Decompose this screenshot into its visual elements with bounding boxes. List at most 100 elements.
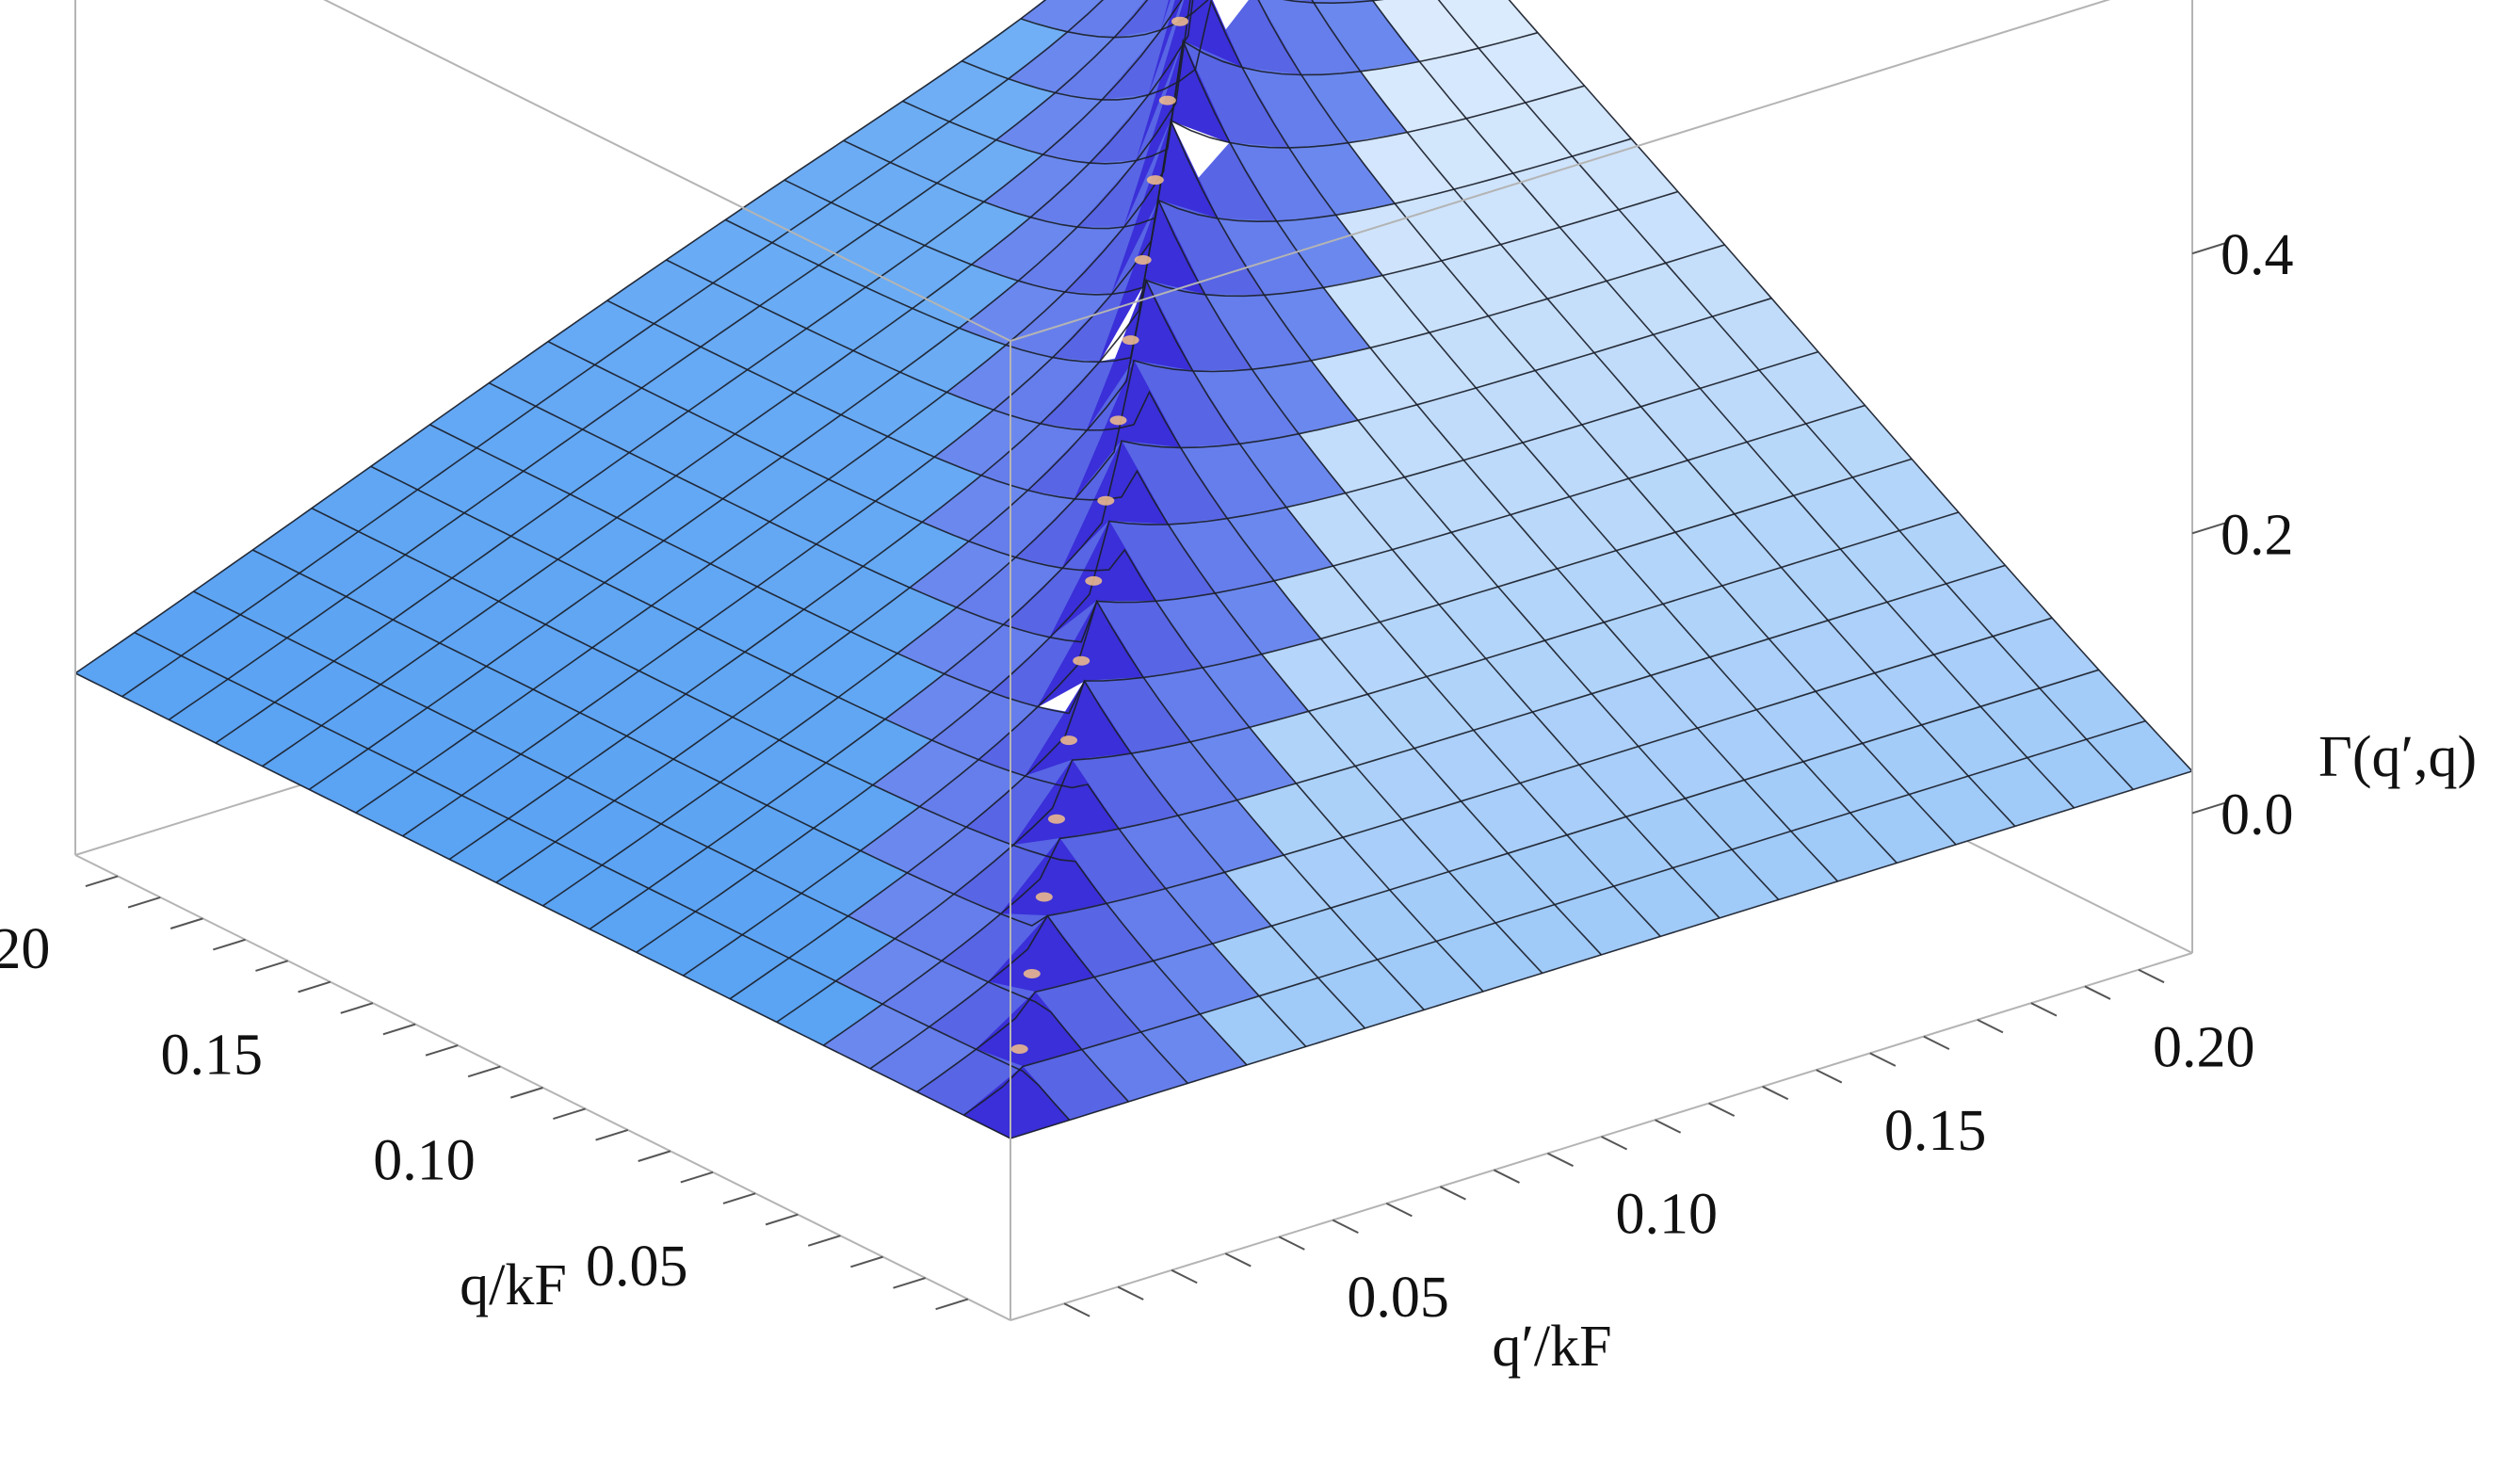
y-minor-tick <box>935 1298 969 1311</box>
y-minor-tick <box>85 875 119 888</box>
ridge-spike <box>1122 335 1139 346</box>
mesh-line-x <box>1371 0 2076 809</box>
mesh-line-x <box>1311 0 2016 827</box>
box-edge <box>1010 0 2111 342</box>
x-minor-tick <box>1816 1069 1843 1084</box>
axis-ticks: 0.05 0.10 0.15 0.20 0.05 0.10 0.15 0.20 0.0 0.2 0.… <box>0 223 2294 1330</box>
mesh-line-x <box>902 38 1839 882</box>
ridge-spike <box>1023 969 1041 978</box>
mesh-line-y <box>262 0 1194 767</box>
ridge-spike <box>1060 735 1077 746</box>
box-edge <box>323 0 1011 342</box>
mesh-line-y <box>355 31 1539 814</box>
y-axis-title: q/kF <box>460 1253 567 1317</box>
mesh-line-y <box>215 0 1183 744</box>
ridge-spike <box>1109 415 1127 426</box>
ridge-spikes <box>1010 16 1188 1054</box>
mesh-line-y <box>402 85 1585 837</box>
x-minor-tick <box>1332 1219 1359 1235</box>
x-minor-tick <box>1708 1102 1736 1117</box>
x-minor-tick <box>1923 1035 1950 1051</box>
z-tick-label: 0.2 <box>2221 503 2294 567</box>
x-minor-tick <box>2138 968 2165 984</box>
ridge-spike <box>1085 575 1103 586</box>
mesh-line-y <box>542 244 1725 907</box>
x-minor-tick <box>1385 1203 1413 1218</box>
x-minor-tick <box>1171 1268 1198 1284</box>
z-tick-label: 0.4 <box>2221 223 2294 287</box>
y-minor-tick <box>595 1128 629 1141</box>
y-tick-label: 0.05 <box>586 1235 688 1299</box>
x-tick-label: 0.05 <box>1347 1266 1449 1330</box>
y-minor-tick <box>509 1087 543 1099</box>
z-tick <box>2191 801 2225 815</box>
axis-labels: q′/kF q/kF Γ(q′,q) <box>460 725 2477 1379</box>
x-minor-tick <box>2084 985 2111 1000</box>
z-tick <box>2191 242 2225 255</box>
mesh-line-x <box>1508 0 2193 772</box>
y-minor-tick <box>807 1235 841 1247</box>
mesh-line-x <box>666 259 1603 956</box>
y-tick-label: 0.10 <box>373 1129 476 1193</box>
z-axis-title: Γ(q′,q) <box>2318 725 2477 789</box>
x-tick-label: 0.10 <box>1616 1183 1719 1247</box>
y-minor-tick <box>425 1044 459 1057</box>
mesh-line-x <box>843 118 1780 900</box>
y-minor-tick <box>765 1213 799 1226</box>
x-minor-tick <box>1063 1302 1090 1317</box>
x-minor-tick <box>1439 1186 1466 1201</box>
z-tick-label: 0.0 <box>2221 783 2294 847</box>
x-tick-label: 0.20 <box>2153 1015 2255 1079</box>
ridge-spike <box>1010 1044 1028 1054</box>
mesh-line-x <box>961 0 1898 864</box>
y-minor-tick <box>722 1192 756 1204</box>
ridge-spike <box>1146 175 1164 186</box>
y-tick-label: 0.20 <box>0 917 50 981</box>
x-minor-tick <box>1117 1285 1144 1300</box>
x-minor-tick <box>2030 1002 2058 1017</box>
y-minor-tick <box>467 1065 501 1078</box>
mesh-line-y <box>448 137 1632 861</box>
mesh-line-x <box>724 218 1661 937</box>
ridge-spike <box>1048 814 1065 824</box>
x-minor-tick <box>1278 1236 1305 1251</box>
ridge-spike <box>1134 255 1152 265</box>
y-minor-tick <box>298 980 331 993</box>
y-minor-tick <box>255 960 288 972</box>
ridge-spike <box>1158 95 1176 105</box>
y-minor-tick <box>127 896 161 909</box>
y-minor-tick <box>382 1023 416 1036</box>
ridge-spike <box>1073 655 1090 666</box>
surface <box>74 0 2193 1139</box>
x-minor-tick <box>1547 1152 1574 1168</box>
y-minor-tick <box>850 1255 883 1268</box>
y-minor-tick <box>638 1150 671 1162</box>
y-minor-tick <box>213 938 246 951</box>
y-minor-tick <box>893 1277 927 1289</box>
x-tick-label: 0.15 <box>1884 1099 1987 1163</box>
x-minor-tick <box>1762 1085 1789 1101</box>
mesh-line-y <box>308 0 1384 791</box>
x-minor-tick <box>1224 1252 1252 1268</box>
mesh-line-y <box>121 0 1105 698</box>
mesh-line-y <box>168 0 1149 720</box>
y-minor-tick <box>680 1171 714 1184</box>
y-minor-tick <box>553 1107 586 1121</box>
ridge-spike <box>1097 495 1115 506</box>
x-minor-tick <box>1493 1169 1520 1184</box>
mesh-line-x <box>783 179 1720 919</box>
x-minor-tick <box>1655 1119 1682 1134</box>
x-minor-tick <box>1601 1136 1628 1151</box>
y-minor-tick <box>340 1002 374 1014</box>
x-axis-title: q′/kF <box>1492 1315 1611 1379</box>
mesh-line-y <box>74 0 1047 674</box>
y-minor-tick <box>170 917 203 929</box>
x-minor-tick <box>1869 1052 1897 1067</box>
ridge-spike <box>1171 16 1188 26</box>
z-tick <box>2191 522 2225 535</box>
y-tick-label: 0.15 <box>161 1023 264 1087</box>
ridge-spike <box>1035 892 1053 902</box>
mesh-line-y <box>495 190 1679 883</box>
mesh-line-x <box>1437 0 2134 790</box>
